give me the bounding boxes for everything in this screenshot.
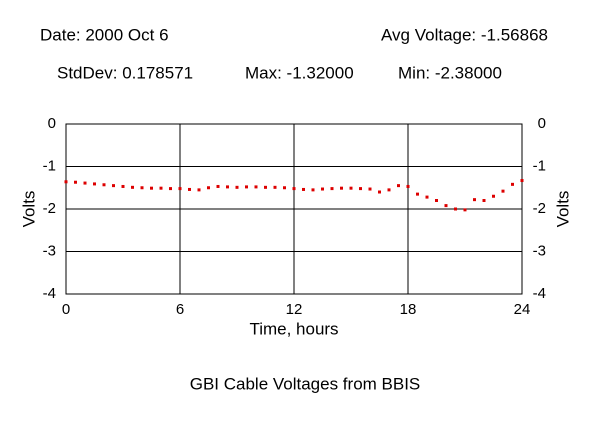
data-point (387, 188, 391, 192)
data-point (482, 199, 486, 202)
data-point (397, 184, 400, 188)
data-point (311, 188, 315, 192)
y-tick-label: 0 (48, 115, 56, 132)
data-point (112, 184, 115, 188)
y-tick-label-right: -1 (533, 157, 546, 174)
data-point (302, 187, 305, 191)
data-point (235, 185, 239, 189)
data-point (444, 204, 448, 208)
data-point (359, 187, 362, 191)
data-point (188, 187, 191, 191)
data-point (264, 185, 267, 189)
avg-annotation: Avg Voltage: -1.56868 (381, 25, 548, 44)
data-point (330, 187, 334, 191)
data-point (64, 180, 68, 184)
data-point (216, 184, 220, 188)
y-tick-label-right: -3 (533, 242, 546, 259)
data-point (492, 194, 495, 198)
y-axis-label-right: Volts (553, 191, 572, 228)
max-annotation: Max: -1.32000 (245, 63, 354, 82)
data-point (435, 199, 438, 202)
data-point (416, 192, 419, 196)
data-point (273, 185, 277, 189)
data-point (378, 190, 381, 194)
data-point (140, 186, 144, 190)
x-tick-label: 6 (176, 301, 184, 318)
stddev-annotation: StdDev: 0.178571 (57, 63, 193, 82)
y-tick-label: -4 (43, 285, 56, 302)
data-point (349, 186, 353, 190)
x-tick-label: 18 (400, 301, 417, 318)
data-point (463, 208, 467, 212)
data-point (425, 195, 429, 199)
data-point (292, 187, 296, 191)
y-tick-label: -1 (43, 157, 56, 174)
date-annotation: Date: 2000 Oct 6 (40, 25, 169, 44)
chart-title: GBI Cable Voltages from BBIS (190, 374, 421, 393)
data-point (83, 181, 87, 185)
data-point (511, 182, 514, 186)
data-point (283, 186, 286, 190)
data-point (150, 186, 153, 190)
data-point (207, 186, 210, 190)
data-point (169, 187, 172, 191)
y-tick-label-right: 0 (538, 115, 546, 132)
min-annotation: Min: -2.38000 (398, 63, 502, 82)
y-tick-label: -3 (43, 242, 56, 259)
data-point (102, 183, 106, 187)
data-point (197, 188, 201, 192)
data-point (93, 182, 96, 186)
data-point (131, 185, 134, 189)
x-tick-label: 0 (62, 301, 70, 318)
data-point (254, 185, 258, 189)
data-point (473, 198, 476, 202)
data-point (520, 179, 524, 183)
data-point (321, 187, 324, 191)
data-point (159, 186, 163, 190)
x-axis-label: Time, hours (249, 319, 338, 338)
x-tick-label: 12 (286, 301, 303, 318)
y-tick-label-right: -2 (533, 200, 546, 217)
y-axis-label: Volts (19, 191, 38, 228)
data-point (121, 184, 125, 188)
data-point (340, 186, 343, 190)
data-point (368, 187, 372, 191)
y-tick-label-right: -4 (533, 285, 546, 302)
data-point (454, 207, 457, 211)
y-tick-label: -2 (43, 200, 56, 217)
data-point (406, 184, 410, 188)
data-point (178, 187, 182, 191)
x-tick-label: 24 (514, 301, 531, 318)
data-point (245, 185, 248, 189)
data-point (226, 185, 229, 189)
data-point (74, 180, 77, 184)
data-point (501, 189, 505, 193)
